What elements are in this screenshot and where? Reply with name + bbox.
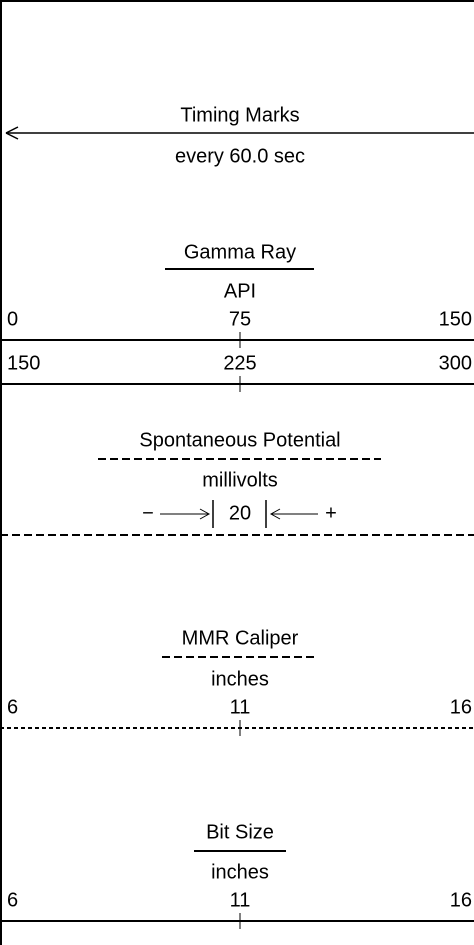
scale-mid: 11	[230, 696, 251, 718]
track-unit: inches	[211, 861, 269, 883]
timing-title: Timing Marks	[180, 104, 299, 126]
scale-right: 16	[450, 889, 472, 911]
scale-left: 6	[7, 889, 18, 911]
arrow-head	[199, 508, 211, 520]
scale-mid: 11	[230, 889, 251, 911]
scale-left: 150	[7, 352, 40, 374]
arrow-head	[5, 126, 19, 140]
track-title: MMR Caliper	[182, 627, 299, 649]
sp-span: 20	[229, 502, 251, 524]
scale-mid: 225	[223, 352, 256, 374]
track-title: Bit Size	[206, 821, 274, 843]
sp-plus: +	[325, 502, 337, 524]
scale-right: 150	[439, 308, 472, 330]
track-title: Gamma Ray	[184, 241, 296, 263]
arrow-head	[269, 508, 281, 520]
track-unit: API	[224, 280, 256, 302]
track-title: Spontaneous Potential	[139, 429, 340, 451]
scale-mid: 75	[229, 308, 251, 330]
timing-subtitle: every 60.0 sec	[175, 145, 305, 167]
track-unit: inches	[211, 668, 269, 690]
sp-minus: −	[142, 502, 154, 524]
scale-left: 6	[7, 696, 18, 718]
scale-right: 16	[450, 696, 472, 718]
scale-right: 300	[439, 352, 472, 374]
track-unit: millivolts	[202, 469, 278, 491]
scale-left: 0	[7, 308, 18, 330]
